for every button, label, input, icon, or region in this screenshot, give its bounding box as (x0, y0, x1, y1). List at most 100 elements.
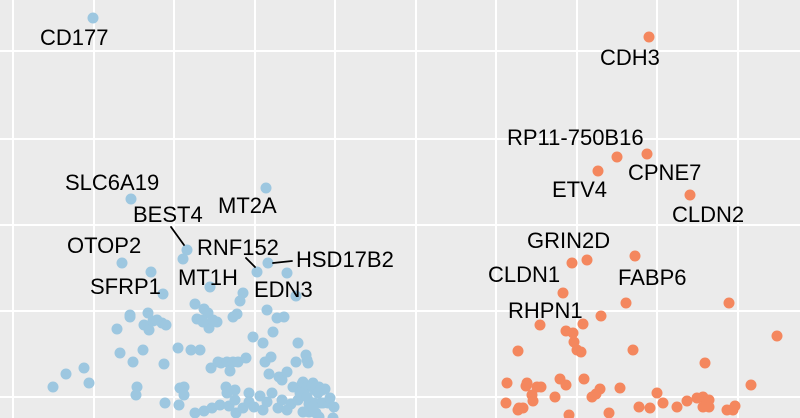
label-leader-line (245, 257, 256, 268)
scatter-point-cluster-left-blue (78, 362, 90, 374)
scatter-point-cluster-right-orange (557, 287, 569, 299)
scatter-point-cluster-left-blue (302, 357, 314, 369)
scatter-point-cluster-left-blue (301, 391, 313, 403)
gene-label: BEST4 (133, 202, 203, 227)
scatter-point-cluster-left-blue (189, 407, 201, 418)
scatter-point-cluster-left-blue (267, 326, 279, 338)
scatter-point-cluster-right-orange (527, 395, 539, 407)
scatter-point-cluster-left-blue (158, 358, 170, 370)
gene-label: SLC6A19 (65, 170, 159, 195)
gene-label: SFRP1 (90, 274, 161, 299)
scatter-point-cluster-left-blue (151, 314, 163, 326)
scatter-point-cluster-right-orange (592, 165, 604, 177)
scatter-point-cluster-left-blue (131, 381, 143, 393)
scatter-point-cluster-right-orange (603, 407, 615, 418)
scatter-point-cluster-right-orange (641, 148, 653, 160)
scatter-point-cluster-right-orange (684, 189, 696, 201)
scatter-point-cluster-right-orange (681, 395, 693, 407)
gene-label: HSD17B2 (296, 247, 394, 272)
scatter-point-cluster-right-orange (723, 297, 735, 309)
scatter-point-cluster-left-blue (276, 374, 288, 386)
scatter-point-cluster-right-orange (614, 382, 626, 394)
scatter-point-cluster-left-blue (260, 182, 272, 194)
scatter-point-cluster-left-blue (281, 267, 293, 279)
scatter-point-cluster-left-blue (297, 406, 309, 418)
scatter-point-cluster-left-blue (177, 253, 189, 265)
scatter-point-cluster-left-blue (87, 12, 99, 24)
scatter-point-cluster-left-blue (114, 347, 126, 359)
scatter-point-cluster-right-orange (745, 379, 757, 391)
scatter-point-cluster-right-orange (651, 387, 663, 399)
scatter-point-cluster-right-orange (671, 401, 683, 413)
scatter-point-cluster-left-blue (125, 193, 137, 205)
scatter-point-cluster-left-blue (185, 344, 197, 356)
scatter-point-cluster-left-blue (127, 356, 139, 368)
scatter-point-cluster-right-orange (501, 377, 513, 389)
scatter-point-cluster-left-blue (137, 344, 149, 356)
scatter-point-cluster-right-orange (566, 257, 578, 269)
gene-label: CLDN1 (488, 262, 560, 287)
scatter-point-cluster-left-blue (229, 394, 241, 406)
scatter-point-cluster-right-orange (657, 397, 669, 409)
label-leader-line (272, 260, 293, 264)
gene-label: EDN3 (254, 277, 313, 302)
scatter-point-cluster-left-blue (266, 387, 278, 399)
scatter-point-cluster-left-blue (181, 244, 193, 256)
scatter-point-cluster-left-blue (240, 352, 252, 364)
scatter-point-cluster-left-blue (265, 351, 277, 363)
scatter-point-cluster-right-orange (535, 381, 547, 393)
scatter-point-cluster-right-orange (567, 327, 579, 339)
scatter-point-cluster-left-blue (157, 288, 169, 300)
gene-label: CDH3 (600, 45, 660, 70)
scatter-point-cluster-left-blue (227, 311, 239, 323)
scatter-point-cluster-right-orange (611, 151, 623, 163)
gene-label: RP11-750B16 (507, 125, 644, 150)
scatter-point-cluster-right-orange (703, 401, 715, 413)
gene-label: CLDN2 (672, 202, 744, 227)
scatter-point-cluster-left-blue (313, 411, 325, 418)
scatter-point-cluster-left-blue (263, 368, 275, 380)
scatter-point-cluster-left-blue (234, 295, 246, 307)
scatter-point-cluster-left-blue (47, 381, 59, 393)
gene-label: RNF152 (197, 235, 279, 260)
scatter-point-cluster-right-orange (595, 310, 607, 322)
scatter-point-cluster-left-blue (204, 281, 216, 293)
scatter-point-cluster-left-blue (194, 344, 206, 356)
scatter-point-cluster-left-blue (290, 356, 302, 368)
label-leader-line (170, 226, 185, 246)
gene-label: ETV4 (552, 177, 607, 202)
scatter-point-cluster-left-blue (189, 298, 201, 310)
scatter-point-cluster-left-blue (257, 337, 269, 349)
scatter-point-cluster-right-orange (560, 379, 572, 391)
scatter-point-cluster-left-blue (83, 377, 95, 389)
scatter-point-cluster-left-blue (261, 396, 273, 408)
scatter-point-cluster-right-orange (627, 344, 639, 356)
gene-label: MT1H (178, 265, 238, 290)
gene-label: RHPN1 (508, 298, 583, 323)
scatter-point-cluster-left-blue (172, 342, 184, 354)
scatter-point-cluster-right-orange (563, 409, 575, 418)
scatter-point-cluster-left-blue (290, 290, 302, 302)
scatter-point-cluster-left-blue (292, 337, 304, 349)
scatter-point-cluster-right-orange (581, 254, 593, 266)
scatter-point-cluster-left-blue (243, 387, 255, 399)
gene-label: CD177 (40, 25, 108, 50)
scatter-point-cluster-right-orange (594, 383, 606, 395)
scatter-point-cluster-right-orange (643, 31, 655, 43)
scatter-point-cluster-left-blue (207, 314, 219, 326)
scatter-point-cluster-left-blue (307, 401, 319, 413)
scatter-point-cluster-left-blue (281, 366, 293, 378)
scatter-point-cluster-right-orange (644, 402, 656, 414)
scatter-point-cluster-left-blue (214, 399, 226, 411)
scatter-point-cluster-right-orange (620, 297, 632, 309)
scatter-point-cluster-left-blue (328, 401, 340, 413)
scatter-point-cluster-left-blue (178, 381, 190, 393)
scatter-point-cluster-left-blue (145, 266, 157, 278)
scatter-point-cluster-left-blue (248, 401, 260, 413)
scatter-point-cluster-right-orange (575, 346, 587, 358)
scatter-point-cluster-right-orange (534, 319, 546, 331)
scatter-point-cluster-left-blue (276, 394, 288, 406)
